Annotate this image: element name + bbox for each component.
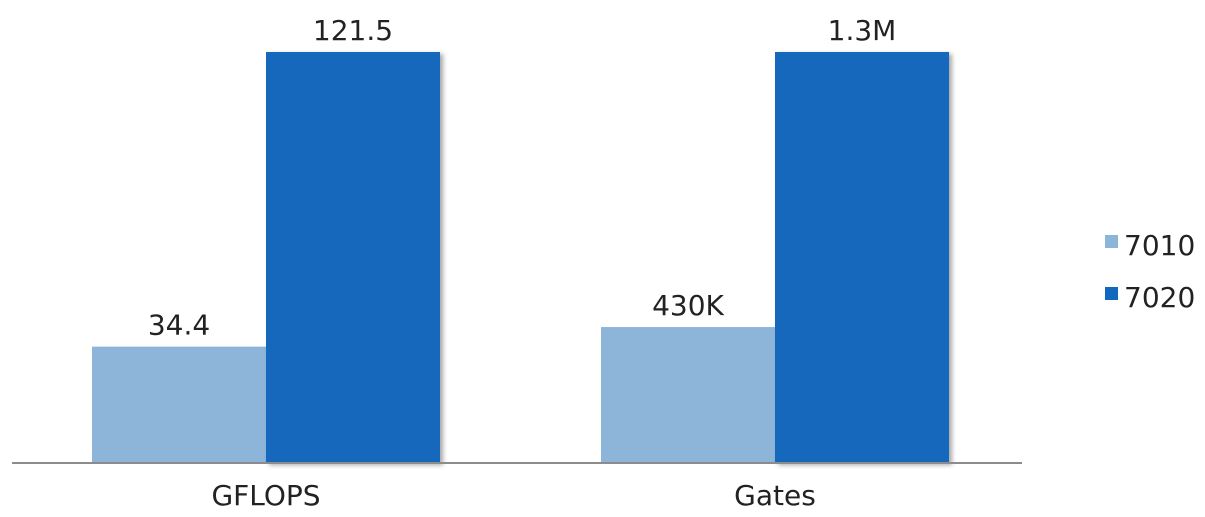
legend-swatch-7010 (1105, 235, 1118, 248)
bar-value-label-gflops-7010: 34.4 (148, 309, 210, 342)
legend-swatch-7020 (1105, 287, 1118, 300)
labels-layer: 34.4 121.5 GFLOPS 430K 1.3M Gates (148, 14, 897, 512)
category-label-gflops: GFLOPS (211, 479, 320, 512)
bar-gflops-7010 (92, 346, 266, 463)
legend: 7010 7020 (1105, 229, 1195, 314)
bars-layer (92, 52, 949, 463)
bar-value-label-gflops-7020: 121.5 (313, 14, 393, 47)
bar-gates-7020 (775, 52, 949, 463)
legend-label-7010: 7010 (1124, 229, 1195, 262)
bar-value-label-gates-7010: 430K (652, 289, 724, 322)
bar-gates-7010 (601, 327, 775, 463)
category-label-gates: Gates (734, 479, 816, 512)
bar-value-label-gates-7020: 1.3M (828, 14, 897, 47)
legend-label-7020: 7020 (1124, 281, 1195, 314)
bar-gflops-7020 (266, 52, 440, 463)
